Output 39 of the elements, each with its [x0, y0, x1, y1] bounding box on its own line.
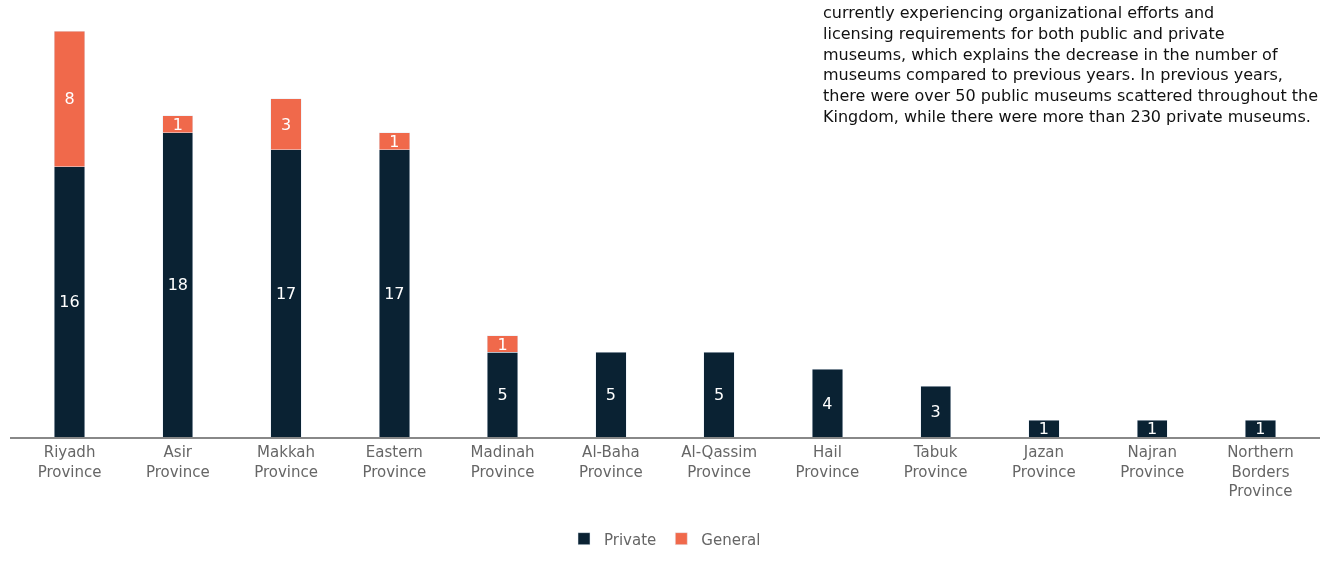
- data-label: 16: [59, 292, 80, 312]
- x-tick-label: Eastern Province: [362, 443, 427, 481]
- x-tick-label: Northern Borders Province: [1227, 443, 1294, 500]
- data-label: 5: [714, 385, 725, 405]
- x-tick-label: Hail Province: [795, 443, 860, 481]
- data-label: 1: [497, 334, 508, 354]
- x-tick-label: Tabuk Province: [903, 443, 968, 481]
- bar: [595, 352, 627, 437]
- x-tick-label: Al-Qassim Province: [681, 443, 758, 481]
- bar: [703, 352, 735, 437]
- bar: [920, 386, 952, 437]
- data-label: 1: [1038, 419, 1050, 439]
- x-tick-label: Madinah Province: [470, 443, 535, 481]
- data-label: 3: [930, 402, 941, 422]
- data-label: 5: [605, 385, 616, 405]
- x-tick-label: Riyadh Province: [37, 443, 102, 481]
- legend-label: Private: [604, 530, 657, 549]
- data-label: 1: [172, 114, 183, 134]
- x-tick-label: Al-Baha Province: [578, 443, 643, 481]
- annotation: currently experiencing organizational efforts and licensing requirements for both public and private museums, which explains the decrease in the number of museums compared to previous years. In previous years, there were over 50 public museums scattered throughout the Kingdom, while there were more than 230 private museums.: [823, 3, 1319, 126]
- data-label: 1: [1147, 419, 1158, 439]
- data-label: 3: [280, 114, 292, 134]
- bar: [811, 369, 843, 437]
- data-label: 17: [384, 283, 405, 303]
- data-label: 1: [389, 131, 400, 151]
- data-label: 17: [275, 283, 297, 303]
- data-label: 1: [1255, 419, 1266, 439]
- bar: [1245, 419, 1276, 437]
- bar: [1136, 419, 1168, 437]
- data-label: 18: [167, 275, 188, 295]
- x-tick-label: Najran Province: [1120, 443, 1185, 481]
- legend-label: General: [701, 530, 761, 549]
- data-label: 5: [497, 385, 508, 405]
- x-tick-label: Makkah Province: [254, 443, 318, 481]
- bar: [1028, 419, 1060, 437]
- x-tick-label: Jazan Province: [1012, 443, 1076, 481]
- data-label: 4: [822, 393, 833, 413]
- x-tick-label: Asir Province: [145, 443, 210, 481]
- data-label: 8: [64, 89, 75, 109]
